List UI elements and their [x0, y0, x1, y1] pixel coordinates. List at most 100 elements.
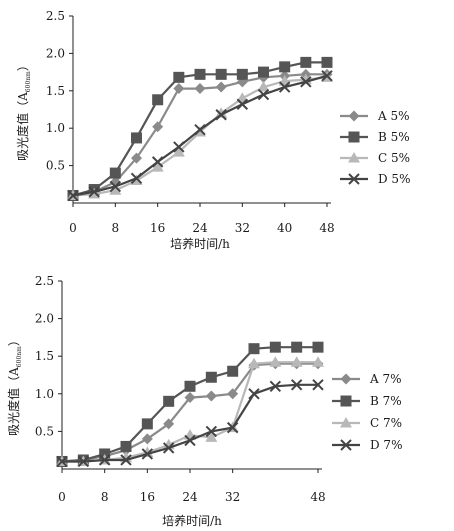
- data-point: [236, 98, 249, 110]
- y-tick-label: 0.5: [46, 159, 65, 173]
- data-point: [312, 379, 324, 391]
- data-point: [109, 184, 122, 195]
- series-4: [67, 70, 333, 202]
- data-point: [257, 88, 270, 101]
- data-point: [141, 448, 154, 460]
- data-point: [184, 380, 196, 392]
- data-point: [269, 356, 282, 367]
- data-point: [227, 388, 239, 400]
- x-axis-title: 培养时间/h: [170, 236, 230, 251]
- data-point: [184, 392, 196, 404]
- x-tick-label: 24: [182, 490, 198, 504]
- legend-label: A 7%: [369, 372, 402, 386]
- data-point: [205, 371, 217, 383]
- data-point: [205, 425, 218, 438]
- data-point: [131, 152, 142, 164]
- data-point: [162, 442, 175, 454]
- y-axis-title: 吸光度值（A600nm）: [6, 334, 23, 436]
- data-point: [141, 418, 153, 430]
- x-tick-label: 32: [235, 221, 250, 235]
- data-point: [152, 94, 164, 106]
- data-point: [131, 132, 142, 144]
- data-point: [227, 365, 239, 377]
- data-point: [98, 454, 111, 466]
- x-tick-label: 16: [150, 221, 165, 235]
- data-point: [248, 357, 260, 369]
- data-point: [184, 434, 196, 447]
- legend-label: C 5%: [378, 151, 410, 165]
- legend-label: D 7%: [370, 438, 402, 452]
- data-point: [77, 455, 90, 468]
- y-axis-title: 吸光度值（A600nm）: [15, 59, 32, 161]
- series-4: [56, 379, 324, 468]
- data-point: [173, 71, 185, 83]
- data-point: [141, 433, 153, 445]
- x-tick-label: 48: [319, 221, 334, 235]
- y-tick-label: 0.5: [35, 424, 54, 438]
- y-tick-label: 2.5: [35, 274, 54, 288]
- data-point: [120, 454, 132, 466]
- data-point: [172, 146, 185, 157]
- data-point: [269, 341, 281, 353]
- data-point: [312, 341, 324, 353]
- y-tick-label: 2.5: [46, 9, 65, 23]
- data-point: [321, 56, 333, 68]
- data-point: [312, 356, 324, 367]
- data-point: [56, 455, 68, 468]
- data-point: [300, 76, 312, 88]
- legend-marker: [348, 110, 360, 122]
- data-point: [120, 440, 132, 452]
- data-point: [290, 356, 303, 367]
- x-tick-label: 8: [112, 221, 120, 235]
- x-tick-label: 0: [58, 490, 66, 504]
- legend-label: B 7%: [370, 394, 402, 408]
- chart-1: 0.5 1.0 1.5 2.0 2.5 0 8 16 24 32 40 48 培养时间/h 吸光度值（A6…: [15, 9, 410, 251]
- data-point: [109, 167, 121, 179]
- legend-entry-2: B 5%: [340, 130, 410, 144]
- y-tick-label: 2.0: [46, 46, 65, 60]
- x-tick-label: 48: [310, 490, 325, 504]
- data-point: [226, 421, 239, 434]
- legend-entry-4: D 7%: [332, 438, 402, 452]
- x-tick-label: 8: [101, 490, 109, 504]
- data-point: [205, 390, 217, 402]
- x-axis-title: 培养时间/h: [162, 513, 222, 528]
- legend-label: C 7%: [370, 416, 402, 430]
- legend-marker: [340, 373, 352, 385]
- legend-label: B 5%: [378, 130, 410, 144]
- data-point: [258, 66, 269, 78]
- data-point: [215, 81, 227, 93]
- data-point: [291, 341, 303, 353]
- data-point: [194, 123, 206, 136]
- data-point: [163, 395, 175, 407]
- legend-entry-3: C 5%: [340, 151, 410, 165]
- data-point: [257, 81, 270, 92]
- data-point: [152, 121, 164, 133]
- legend-marker: [340, 439, 352, 451]
- data-point: [215, 68, 227, 80]
- x-tick-label: 16: [140, 490, 155, 504]
- data-point: [236, 68, 248, 80]
- legend-marker: [340, 417, 352, 428]
- data-point: [88, 186, 100, 198]
- legend-marker: [348, 131, 360, 143]
- legend-entry-1: A 7%: [332, 372, 402, 386]
- data-point: [215, 107, 228, 118]
- legend-marker: [348, 173, 360, 185]
- chart-2: 0.5 1.0 1.5 2.0 2.5 0 8 16 24 32 48 培养时间/h 吸光度值（A600…: [6, 274, 402, 528]
- y-tick-label: 1.5: [35, 349, 54, 363]
- data-point: [163, 418, 175, 430]
- data-point: [151, 156, 164, 168]
- legend-label: D 5%: [378, 172, 410, 186]
- data-point: [215, 109, 227, 121]
- x-tick-label: 32: [225, 490, 240, 504]
- legend-entry-1: A 5%: [340, 109, 410, 123]
- y-tick-label: 1.0: [46, 121, 65, 135]
- legend-label: A 5%: [377, 109, 410, 123]
- x-tick-label: 0: [69, 221, 77, 235]
- data-point: [173, 83, 185, 95]
- legend-marker: [340, 395, 352, 407]
- y-tick-label: 1.5: [46, 84, 65, 98]
- data-point: [290, 379, 303, 391]
